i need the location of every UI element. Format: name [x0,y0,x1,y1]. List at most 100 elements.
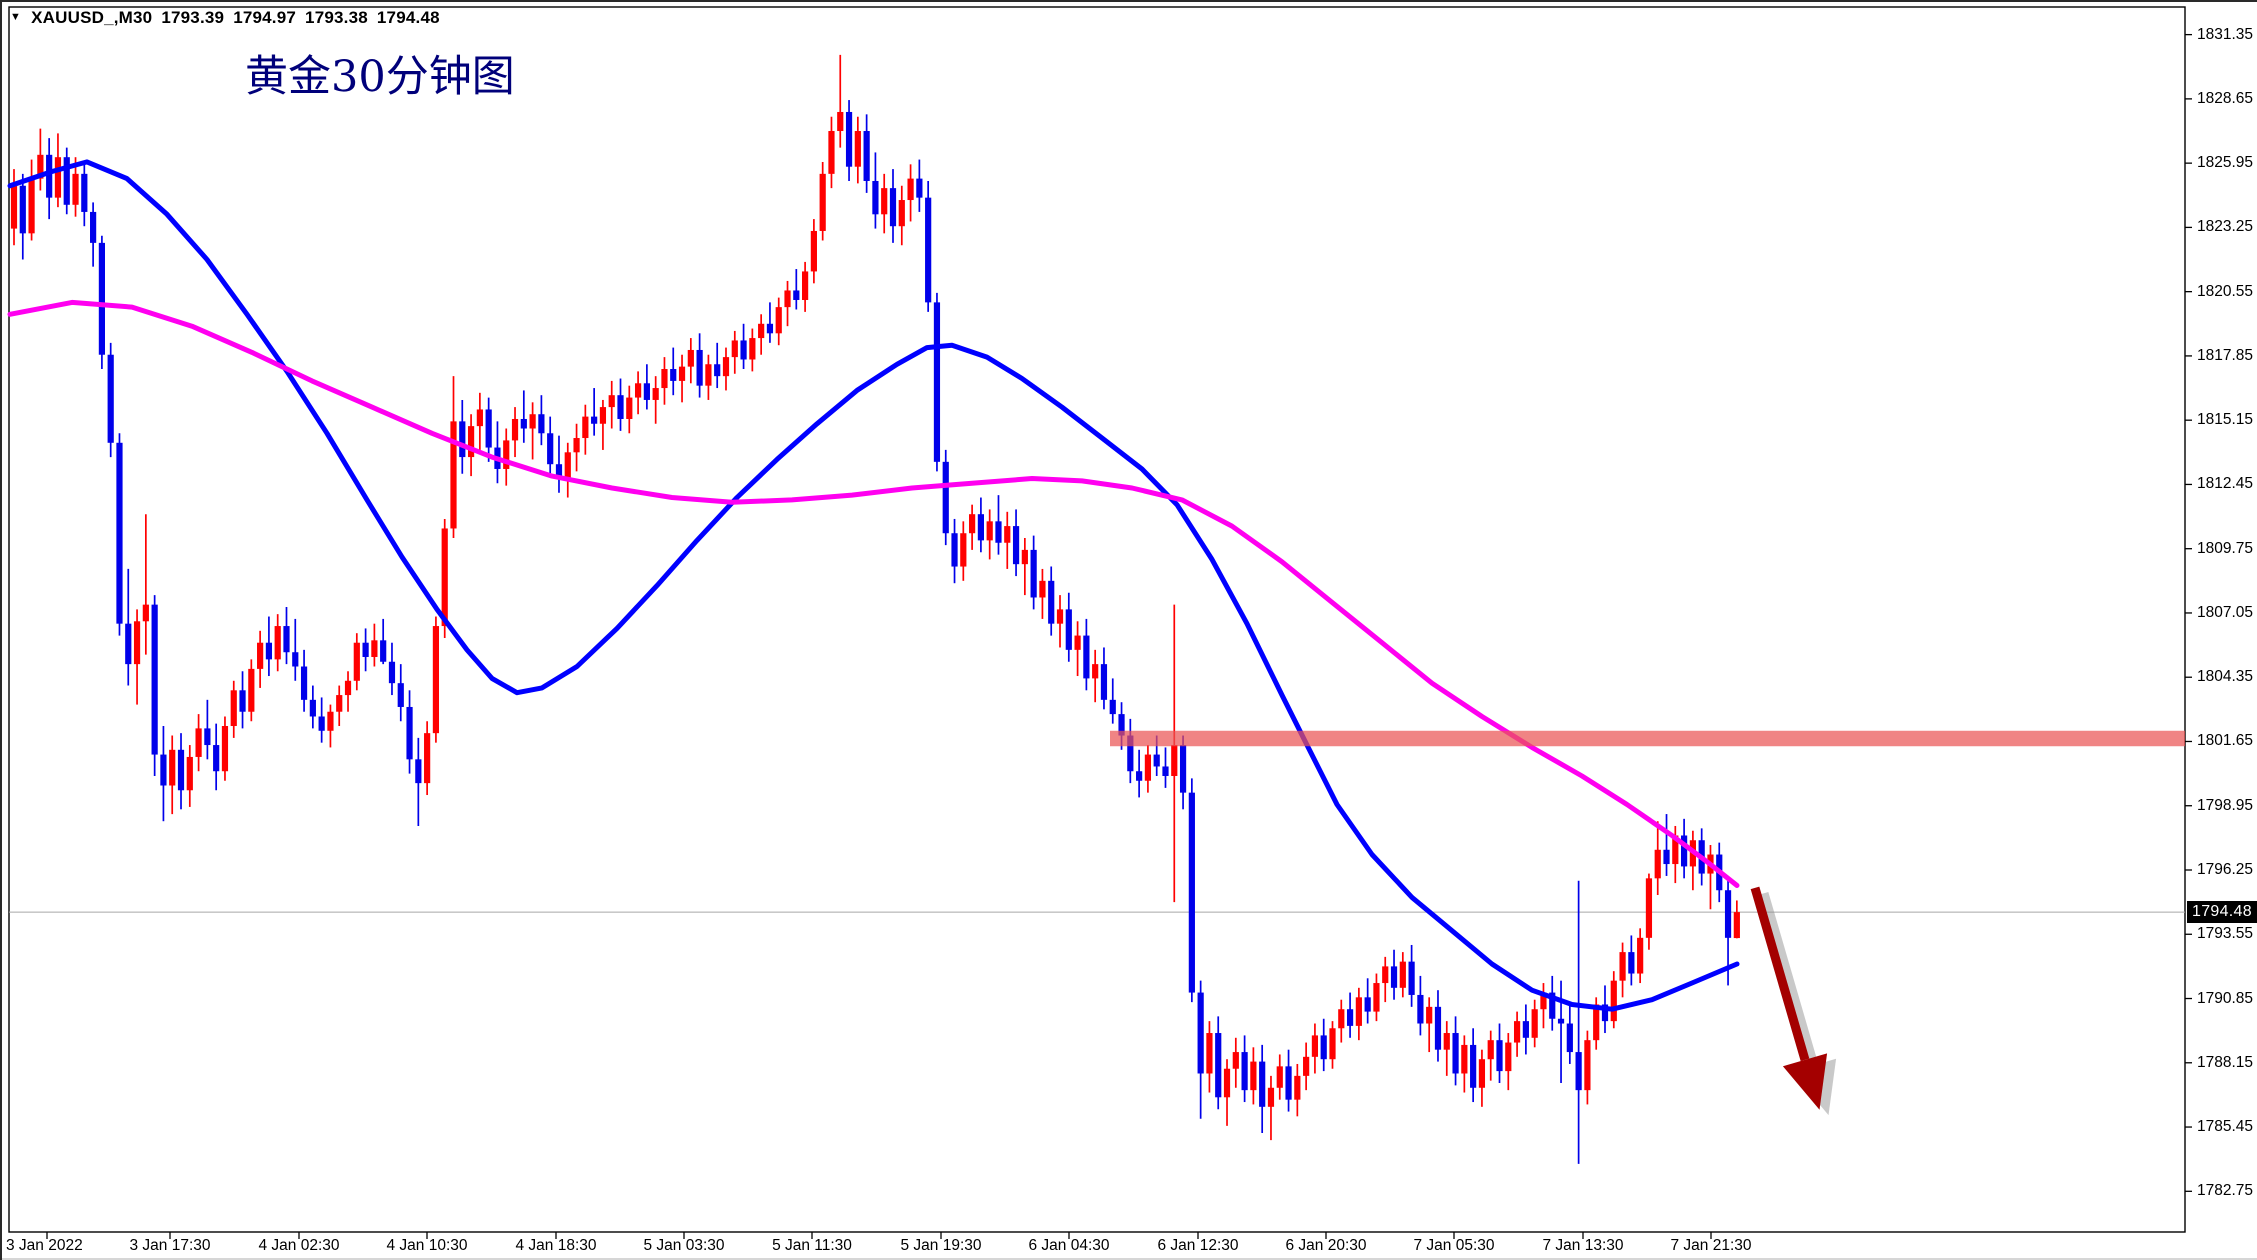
candle-body [1144,754,1152,781]
candle-body [1100,664,1108,700]
candle [1109,678,1116,724]
candle [1610,971,1617,1029]
candle [19,173,26,260]
candle-body [292,652,299,667]
candle-body [37,154,44,179]
price-axis-label: 1801.65 [2197,732,2254,750]
time-axis[interactable]: 3 Jan 2022 3 Jan 17:30 4 Jan 02:30 4 Jan 10… [2,1235,2257,1259]
candle-body [327,711,334,731]
candle-body [90,211,97,243]
candle [819,161,826,241]
candle [573,423,580,472]
candle [1505,1033,1512,1091]
candle [1074,621,1081,677]
current-price-tag: 1794.48 [2187,901,2257,923]
candle-body [1127,735,1134,772]
time-axis-label: 5 Jan 11:30 [772,1237,852,1254]
arrow-shaft [1750,886,1810,1062]
candle-body [1259,1061,1266,1107]
symbol-dropdown-icon[interactable]: ▼ [10,11,22,23]
candle-body [1056,609,1064,624]
candle-body [1364,997,1371,1012]
candle-body [591,416,598,424]
candle [397,664,404,722]
candle-body [107,354,114,443]
candle [714,342,721,389]
candle-body [1346,1009,1354,1026]
candle-body [1276,1066,1283,1088]
candle [169,735,176,815]
candle [300,649,308,712]
candle [257,630,264,688]
candle-body [230,690,237,727]
resistance-zone[interactable] [1110,730,2185,747]
candle [309,685,316,729]
candle [1092,649,1099,703]
candle [283,607,290,665]
price-axis-label: 1812.45 [2197,475,2254,493]
price-axis-label: 1807.05 [2197,603,2254,621]
arrow-shaft [1759,891,1819,1067]
candle [10,169,18,246]
candle [854,116,861,184]
candle [1399,952,1406,998]
candle [1575,880,1582,1164]
candle-body [257,642,264,669]
candle-body [1724,890,1732,938]
candle [1417,975,1424,1036]
candle-body [1566,1023,1573,1053]
candle-body [555,464,563,479]
candle [1346,992,1354,1038]
sell-trend-arrow[interactable] [1750,886,1828,1110]
candle-body [951,533,958,567]
candle-body [643,383,650,400]
candle [239,671,246,729]
candle-body [1461,1044,1468,1074]
candle [960,521,967,581]
candle [925,180,932,312]
candle [1434,990,1442,1062]
candle [538,395,545,446]
candle-body [63,157,70,205]
candle-body [1672,835,1679,865]
candle [432,616,440,743]
candle-body [793,290,800,300]
candle-body [1030,549,1037,598]
candle [1663,814,1670,876]
candle [265,616,273,677]
quote-bar[interactable]: ▼ XAUUSD_,M30 1793.39 1794.97 1793.38 17… [10,8,449,28]
candle [881,173,888,234]
candle-body [380,640,387,662]
candle-body [749,338,756,360]
chart-frame [8,6,2186,1233]
candle-body [1048,580,1055,624]
candle-body [529,414,536,429]
candlestick-series [10,54,1740,1164]
candle-body [1285,1066,1292,1100]
candle-body [81,173,88,212]
time-axis-label: 3 Jan 17:30 [129,1237,211,1254]
candle-body [133,621,141,665]
candle-body [1215,1033,1222,1098]
candle [1223,1059,1231,1126]
candle-body [450,421,457,529]
candle [793,269,800,310]
time-axis-label: 7 Jan 21:30 [1670,1237,1752,1254]
candle [1179,735,1187,810]
candle-body [1188,792,1195,993]
candle [775,297,782,346]
candle-body [1021,549,1028,565]
candle [1487,1030,1494,1081]
candle-body [1584,1040,1591,1091]
price-axis-label: 1790.85 [2197,989,2254,1007]
candle-body [1496,1040,1503,1072]
candle [380,618,387,665]
candle-body [160,754,167,786]
candle [1645,873,1653,950]
price-axis[interactable]: 1831.35 1828.65 1825.95 1823.25 1820.55 1817.… [2188,2,2257,1232]
candle [1654,821,1661,895]
candle-body [318,716,325,731]
candle [1267,1075,1275,1141]
candle-body [441,528,448,627]
